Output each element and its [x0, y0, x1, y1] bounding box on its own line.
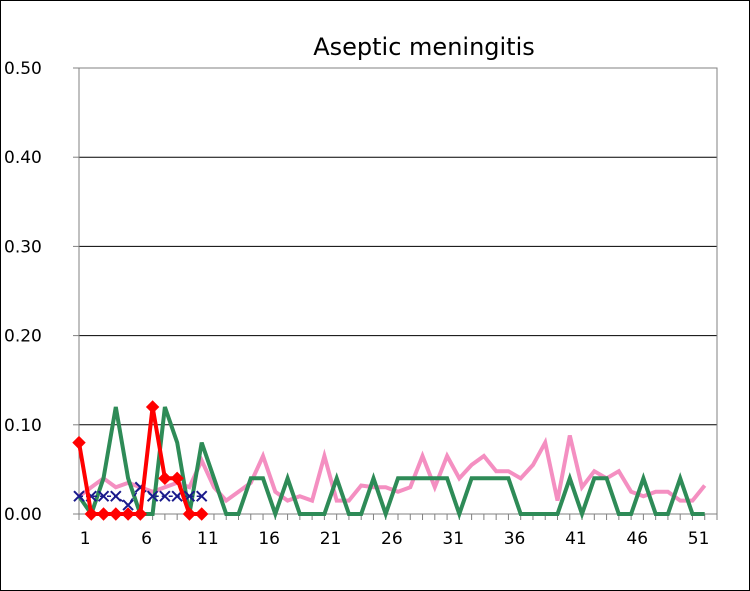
- y-tick-label: 0.20: [4, 327, 42, 347]
- series-4-point: [96, 507, 111, 521]
- x-tick-label: 21: [320, 529, 342, 549]
- x-tick-label: 26: [381, 529, 403, 549]
- y-tick-label: 0.10: [4, 416, 42, 436]
- series-3-point: [195, 490, 208, 502]
- series-3-point: [97, 490, 110, 502]
- series-2-line: [77, 406, 705, 521]
- series-4-point: [170, 471, 184, 486]
- series-3-point: [110, 490, 122, 502]
- series-4-point: [194, 507, 209, 521]
- series-4-point: [133, 507, 148, 521]
- series-4-point: [121, 507, 135, 521]
- series-3-point: [159, 490, 171, 502]
- y-tick-label: 0.00: [4, 505, 42, 525]
- series-4-point: [158, 471, 172, 486]
- chart-title: Aseptic meningitis: [313, 33, 535, 61]
- x-tick-label: 1: [80, 529, 91, 549]
- x-tick-label: 51: [688, 529, 710, 549]
- x-tick-label: 16: [258, 529, 280, 549]
- series-4-point: [145, 400, 160, 414]
- series-4-point: [109, 507, 123, 521]
- x-tick-label: 46: [626, 529, 648, 549]
- x-axis: 1 6 11 16 21 26 31 36 41 46 51: [78, 514, 718, 549]
- x-tick-label: 41: [565, 529, 587, 549]
- x-tick-label: 11: [197, 529, 219, 549]
- series-4-point: [84, 507, 98, 521]
- gridlines: [79, 156, 717, 426]
- y-tick-label: 0.40: [4, 148, 42, 168]
- x-tick-label: 6: [141, 529, 152, 549]
- x-tick-label: 36: [504, 529, 526, 549]
- series-4-point: [72, 435, 86, 450]
- series-3-point: [146, 490, 159, 502]
- series-4-point: [182, 507, 197, 521]
- x-tick-label: 31: [442, 529, 464, 549]
- y-axis: 0.00 0.10 0.20 0.30 0.40 0.50: [4, 59, 79, 525]
- y-tick-label: 0.50: [4, 59, 42, 79]
- series-3-point: [122, 499, 134, 511]
- plot-area: [78, 67, 718, 515]
- series-group: [72, 400, 707, 521]
- series-3-point: [73, 490, 85, 502]
- y-tick-label: 0.30: [4, 237, 42, 257]
